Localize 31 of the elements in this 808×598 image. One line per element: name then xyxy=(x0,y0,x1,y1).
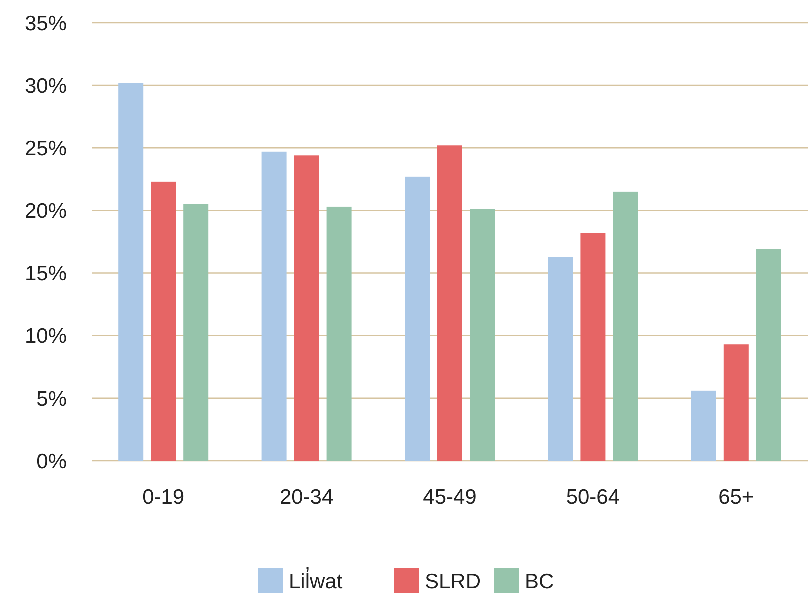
x-tick-label: 65+ xyxy=(718,486,754,509)
bar xyxy=(470,209,495,461)
bar xyxy=(548,257,574,461)
bar xyxy=(724,344,749,461)
y-tick-label: 5% xyxy=(36,388,67,411)
bar xyxy=(405,176,430,461)
y-tick-label: 30% xyxy=(24,74,67,98)
legend-label: Lil̓wat xyxy=(289,566,343,594)
bar xyxy=(118,83,144,461)
y-tick-label: 0% xyxy=(36,450,67,474)
bar xyxy=(438,146,462,461)
y-tick-label: 25% xyxy=(24,137,67,160)
x-tick-label: 50-64 xyxy=(566,486,620,509)
bar xyxy=(326,206,352,461)
y-tick-label: 10% xyxy=(24,325,67,348)
x-tick-label: 20-34 xyxy=(280,486,334,509)
x-tick-label: 0-19 xyxy=(142,486,185,509)
legend-label: BC xyxy=(525,570,554,594)
bar xyxy=(151,182,176,461)
bar xyxy=(756,250,782,461)
bar xyxy=(184,204,209,461)
bar xyxy=(262,152,287,461)
y-tick-label: 15% xyxy=(24,262,67,286)
y-tick-label: 20% xyxy=(24,200,67,224)
legend-label: SLRD xyxy=(425,570,482,594)
x-tick-label: 45-49 xyxy=(423,486,477,509)
bar xyxy=(294,156,320,461)
bar xyxy=(691,390,716,461)
bar xyxy=(580,233,606,461)
bar xyxy=(613,192,638,461)
y-tick-label: 35% xyxy=(24,12,67,36)
